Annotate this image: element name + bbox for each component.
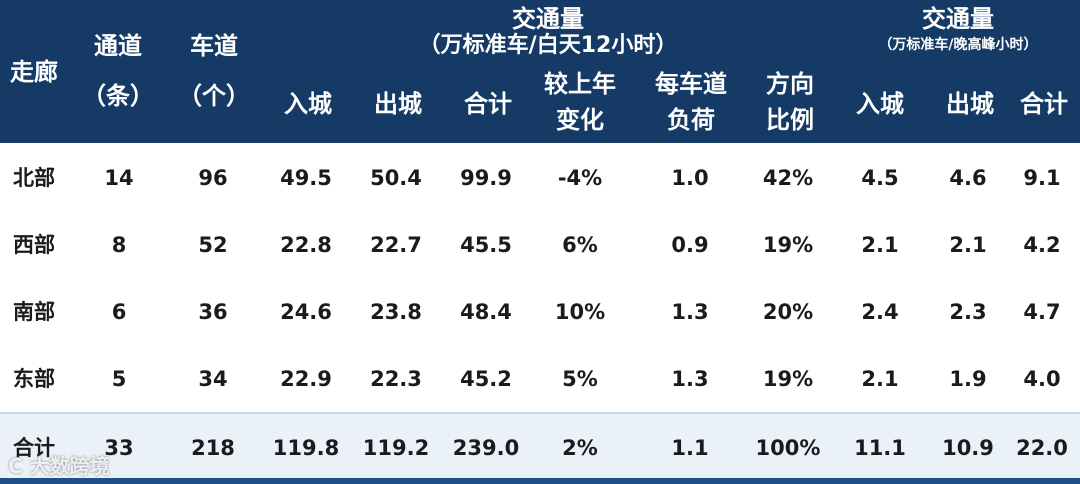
table-total-row: 合计 33 218 119.8 119.2 239.0 2% 1.1 100% … [0,414,1080,478]
cell-peak-in: 2.4 [861,300,899,324]
cell-total: 99.9 [460,166,512,190]
cell-corridor: 南部 [13,300,55,324]
cell-peak-total: 22.0 [1016,436,1068,460]
header-total: 合计 [464,90,512,118]
cell-peak-total: 4.0 [1023,367,1061,391]
cell-lanes: 218 [191,436,235,460]
cell-lanes: 36 [198,300,228,324]
cell-peak-out: 2.1 [949,233,987,257]
table-row: 西部 8 52 22.8 22.7 45.5 6% 0.9 19% 2.1 2.… [0,211,1080,279]
cell-peak-total: 4.2 [1023,233,1061,257]
table-row: 南部 6 36 24.6 23.8 48.4 10% 1.3 20% 2.4 2… [0,278,1080,346]
cell-yoy: 2% [562,436,598,460]
cell-lanes: 96 [198,166,228,190]
cell-corridor: 北部 [13,166,55,190]
cell-out: 119.2 [362,436,430,460]
cell-per-lane: 1.3 [671,300,709,324]
total-divider [0,412,1080,414]
header-channels-unit: （条） [82,82,154,110]
cell-peak-out: 10.9 [942,436,994,460]
header-lanes: 车道 [190,32,238,60]
cell-peak-total: 9.1 [1023,166,1061,190]
header-peak-total: 合计 [1020,90,1068,118]
cell-direction: 100% [755,436,821,460]
cell-per-lane: 0.9 [671,233,709,257]
header-direction: 方向 [766,70,814,98]
cell-per-lane: 1.3 [671,367,709,391]
cell-corridor: 西部 [13,233,55,257]
cell-peak-out: 1.9 [949,367,987,391]
cell-out: 50.4 [370,166,422,190]
header-peak-in: 入城 [856,90,904,118]
bottom-border [0,478,1080,484]
cell-per-lane: 1.0 [671,166,709,190]
cell-in: 24.6 [280,300,332,324]
cell-corridor: 合计 [13,436,55,460]
header-lanes-unit: （个） [178,82,250,110]
cell-lanes: 34 [198,367,228,391]
cell-total: 45.5 [460,233,512,257]
table-header: 走廊 通道 （条） 车道 （个） 交通量 （万标准车/白天12小时） 交通量 （… [0,0,1080,143]
cell-direction: 19% [762,233,814,257]
cell-per-lane: 1.1 [671,436,709,460]
cell-in: 22.8 [280,233,332,257]
cell-channels: 33 [104,436,134,460]
header-in-city: 入城 [284,90,332,118]
header-per-lane-2: 负荷 [667,106,715,134]
cell-in: 49.5 [280,166,332,190]
header-yoy: 较上年 [544,70,616,98]
cell-lanes: 52 [198,233,228,257]
cell-yoy: 6% [562,233,598,257]
cell-in: 22.9 [280,367,332,391]
cell-direction: 42% [762,166,814,190]
header-per-lane: 每车道 [655,70,727,98]
cell-channels: 5 [111,367,127,391]
cell-out: 22.7 [370,233,422,257]
table-row: 北部 14 96 49.5 50.4 99.9 -4% 1.0 42% 4.5 … [0,144,1080,212]
header-yoy-2: 变化 [556,106,604,134]
table-row: 东部 5 34 22.9 22.3 45.2 5% 1.3 19% 2.1 1.… [0,345,1080,413]
header-channels: 通道 [94,32,142,60]
cell-peak-total: 4.7 [1023,300,1061,324]
cell-direction: 20% [762,300,814,324]
header-out-city: 出城 [374,90,422,118]
header-peak-out: 出城 [946,90,994,118]
header-direction-2: 比例 [766,106,814,134]
cell-total: 239.0 [452,436,520,460]
cell-peak-out: 4.6 [949,166,987,190]
cell-yoy: 5% [562,367,598,391]
cell-peak-out: 2.3 [949,300,987,324]
cell-out: 22.3 [370,367,422,391]
cell-total: 45.2 [460,367,512,391]
cell-peak-in: 4.5 [861,166,899,190]
cell-yoy: 10% [554,300,606,324]
header-peak-unit: （万标准车/晚高峰小时） [878,37,1038,53]
cell-in: 119.8 [272,436,340,460]
header-corridor: 走廊 [10,58,58,86]
cell-out: 23.8 [370,300,422,324]
cell-channels: 6 [111,300,127,324]
header-daily-unit: （万标准车/白天12小时） [418,33,678,58]
cell-direction: 19% [762,367,814,391]
header-daily-title: 交通量 [512,5,584,33]
cell-peak-in: 11.1 [854,436,906,460]
cell-channels: 14 [104,166,134,190]
cell-corridor: 东部 [13,367,55,391]
header-peak-title: 交通量 [922,5,994,33]
cell-channels: 8 [111,233,127,257]
cell-yoy: -4% [557,166,603,190]
cell-peak-in: 2.1 [861,367,899,391]
watermark: C 大数跨境 [8,454,110,478]
cell-peak-in: 2.1 [861,233,899,257]
cell-total: 48.4 [460,300,512,324]
